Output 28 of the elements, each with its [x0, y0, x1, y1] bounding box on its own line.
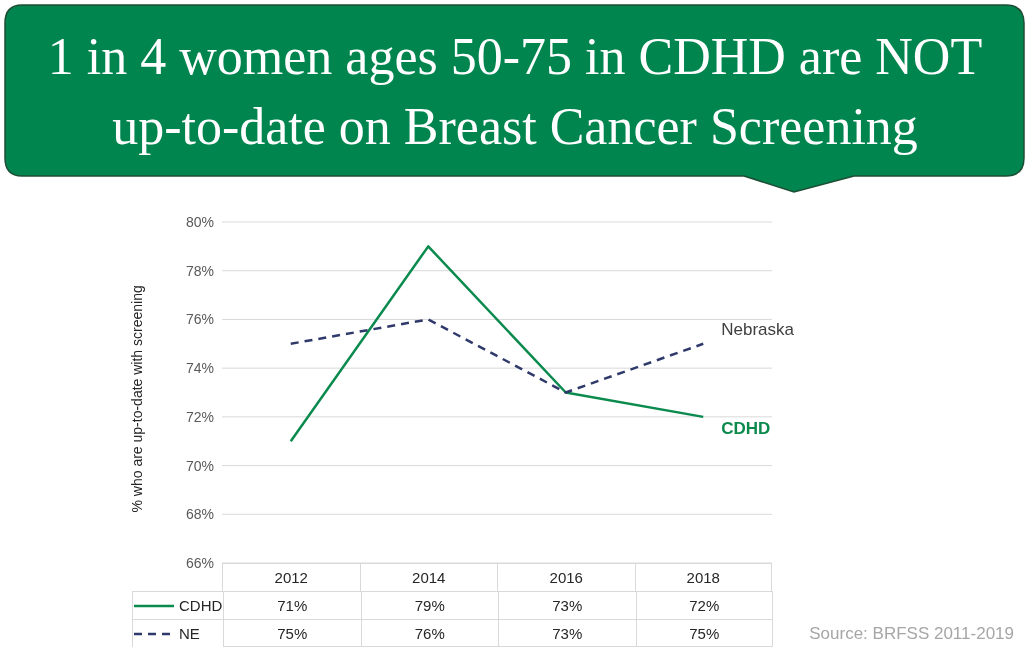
text: 73% [552, 625, 583, 642]
text: 73% [552, 597, 583, 614]
chart-title: 1 in 4 women ages 50-75 in CDHD are NOT up-to-date on Breast Cancer Screening [46, 27, 984, 157]
legend-label: NE [179, 625, 200, 642]
y-tick-label: 74% [185, 360, 214, 377]
x-tick-label: 2012 [222, 563, 360, 591]
text: 75% [277, 625, 308, 642]
text: 75% [689, 625, 720, 642]
y-tick-label: 80% [185, 213, 214, 230]
annotation: Nebraska [721, 319, 795, 340]
source-note: Source: BRFSS 2011-2019 [809, 624, 1014, 644]
text: 71% [277, 597, 308, 614]
annotation: CDHD [721, 418, 771, 439]
y-tick-label: 66% [185, 554, 214, 571]
x-tick-label: 2014 [359, 563, 497, 591]
x-tick-label: 2016 [497, 563, 635, 591]
y-tick-label: 76% [185, 311, 214, 328]
x-tick-label: 2018 [634, 563, 772, 591]
y-axis-title: % who are up-to-date with screening [128, 285, 145, 513]
y-tick-label: 68% [185, 506, 214, 523]
y-tick-label: 78% [185, 262, 214, 279]
text: 72% [689, 597, 720, 614]
y-tick-label: 72% [185, 408, 214, 425]
legend-label: CDHD [179, 597, 223, 614]
y-tick-label: 70% [185, 457, 214, 474]
text: 76% [414, 625, 445, 642]
line-series [289, 245, 705, 443]
text: 79% [414, 597, 445, 614]
